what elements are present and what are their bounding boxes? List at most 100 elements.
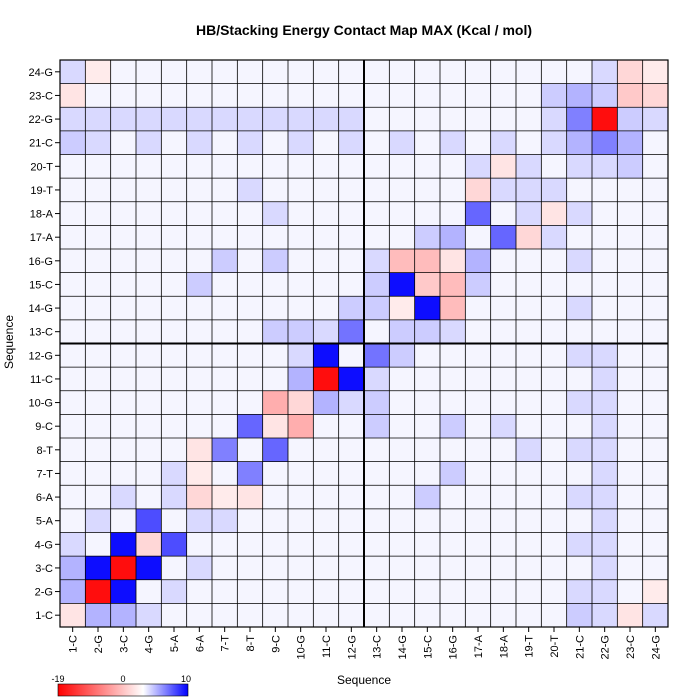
heatmap-cell [161, 178, 187, 202]
heatmap-cell [288, 296, 314, 320]
heatmap-cell [642, 272, 668, 297]
heatmap-cell [313, 225, 339, 249]
heatmap-cell [186, 556, 212, 580]
heatmap-cell [212, 83, 238, 108]
heatmap-cell [617, 556, 643, 580]
heatmap-cell [617, 201, 643, 226]
heatmap-cell [85, 249, 111, 273]
heatmap-cell [186, 367, 212, 391]
heatmap-cell [642, 603, 668, 627]
heatmap-cell [85, 603, 111, 627]
heatmap-cell [288, 579, 314, 604]
heatmap-cell [288, 225, 314, 249]
heatmap-cell [389, 414, 415, 438]
heatmap-cell [364, 225, 390, 249]
heatmap-cell [85, 461, 111, 486]
y-tick-label: 19-T [30, 185, 53, 197]
heatmap-cell [465, 272, 491, 297]
heatmap-cell [440, 461, 466, 486]
heatmap-cell [490, 201, 516, 226]
heatmap-cell [566, 390, 592, 415]
heatmap-cell [85, 201, 111, 226]
heatmap-cell [516, 201, 542, 226]
heatmap-cell [440, 178, 466, 202]
heatmap-cell [212, 201, 238, 226]
heatmap-cell [465, 461, 491, 486]
heatmap-cell [617, 83, 643, 108]
heatmap-cell [237, 485, 263, 509]
heatmap-cell [617, 107, 643, 131]
heatmap-cell [237, 414, 263, 438]
heatmap-cell [136, 508, 162, 533]
heatmap-cell [440, 532, 466, 557]
heatmap-cell [85, 225, 111, 249]
heatmap-cell [490, 367, 516, 391]
heatmap-cell [262, 556, 288, 580]
heatmap-cell [262, 508, 288, 533]
heatmap-cell [389, 556, 415, 580]
heatmap-cell [313, 178, 339, 202]
heatmap-cell [414, 508, 440, 533]
heatmap-cell [338, 130, 364, 155]
heatmap-cell [313, 603, 339, 627]
heatmap-cell [490, 178, 516, 202]
heatmap-cell [288, 83, 314, 108]
heatmap-cell [465, 508, 491, 533]
heatmap-cell [161, 603, 187, 627]
heatmap-cell [566, 343, 592, 368]
heatmap-cell [110, 107, 136, 131]
heatmap-cell [338, 201, 364, 226]
heatmap-cell [85, 83, 111, 108]
heatmap-cell [592, 249, 618, 273]
heatmap-cell [288, 603, 314, 627]
heatmap-cell [262, 579, 288, 604]
heatmap-cell [85, 343, 111, 368]
heatmap-cell [541, 319, 567, 344]
heatmap-cell [262, 485, 288, 509]
heatmap-cell [338, 438, 364, 462]
heatmap-cell [389, 178, 415, 202]
heatmap-cell [490, 319, 516, 344]
y-tick-label: 14-G [29, 303, 53, 315]
heatmap-cell [465, 107, 491, 131]
heatmap-cell [414, 461, 440, 486]
heatmap-cell [490, 272, 516, 297]
heatmap-cell [440, 249, 466, 273]
heatmap-cell [186, 579, 212, 604]
heatmap-cell [60, 603, 86, 627]
colorbar-min-label: -19 [51, 674, 64, 684]
heatmap-cell [440, 414, 466, 438]
heatmap-cell [617, 296, 643, 320]
heatmap-cell [186, 438, 212, 462]
heatmap-cell [592, 178, 618, 202]
heatmap-cell [566, 319, 592, 344]
heatmap-cell [414, 319, 440, 344]
heatmap-cell [338, 556, 364, 580]
heatmap-cell [161, 532, 187, 557]
heatmap-cell [212, 485, 238, 509]
heatmap-cell [541, 390, 567, 415]
heatmap-cell [288, 107, 314, 131]
heatmap-cell [440, 485, 466, 509]
heatmap-cell [110, 249, 136, 273]
heatmap-cell [237, 390, 263, 415]
heatmap-cell [490, 343, 516, 368]
heatmap-cell [212, 438, 238, 462]
heatmap-cell [642, 154, 668, 179]
heatmap-cell [136, 438, 162, 462]
heatmap-cell [186, 414, 212, 438]
heatmap-cell [592, 107, 618, 131]
y-tick-label: 7-T [37, 468, 54, 480]
heatmap-cell [465, 225, 491, 249]
heatmap-cell [186, 603, 212, 627]
heatmap-cell [465, 556, 491, 580]
heatmap-cell [262, 249, 288, 273]
heatmap-cell [186, 83, 212, 108]
heatmap-cell [364, 461, 390, 486]
heatmap-cell [642, 367, 668, 391]
heatmap-cell [110, 83, 136, 108]
heatmap-cell [338, 83, 364, 108]
heatmap-cell [212, 579, 238, 604]
heatmap-cell [465, 249, 491, 273]
heatmap-cell [566, 438, 592, 462]
